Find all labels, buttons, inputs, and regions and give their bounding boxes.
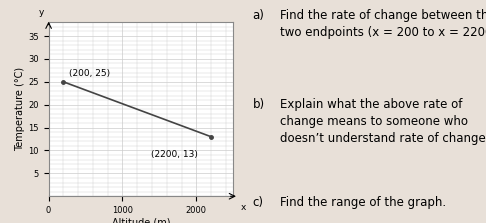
- Text: (200, 25): (200, 25): [69, 69, 110, 78]
- Text: x: x: [241, 203, 246, 212]
- X-axis label: Altitude (m): Altitude (m): [112, 218, 170, 223]
- Text: Find the range of the graph.: Find the range of the graph.: [279, 196, 446, 209]
- Y-axis label: Temperature (°C): Temperature (°C): [16, 67, 25, 151]
- Text: a): a): [253, 9, 264, 22]
- Text: y: y: [38, 8, 44, 17]
- Text: Find the rate of change between the
two endpoints (x = 200 to x = 2200): Find the rate of change between the two …: [279, 9, 486, 39]
- Text: (2200, 13): (2200, 13): [151, 150, 197, 159]
- Text: c): c): [253, 196, 264, 209]
- Text: Explain what the above rate of
change means to someone who
doesn’t understand ra: Explain what the above rate of change me…: [279, 98, 486, 145]
- Text: b): b): [253, 98, 265, 111]
